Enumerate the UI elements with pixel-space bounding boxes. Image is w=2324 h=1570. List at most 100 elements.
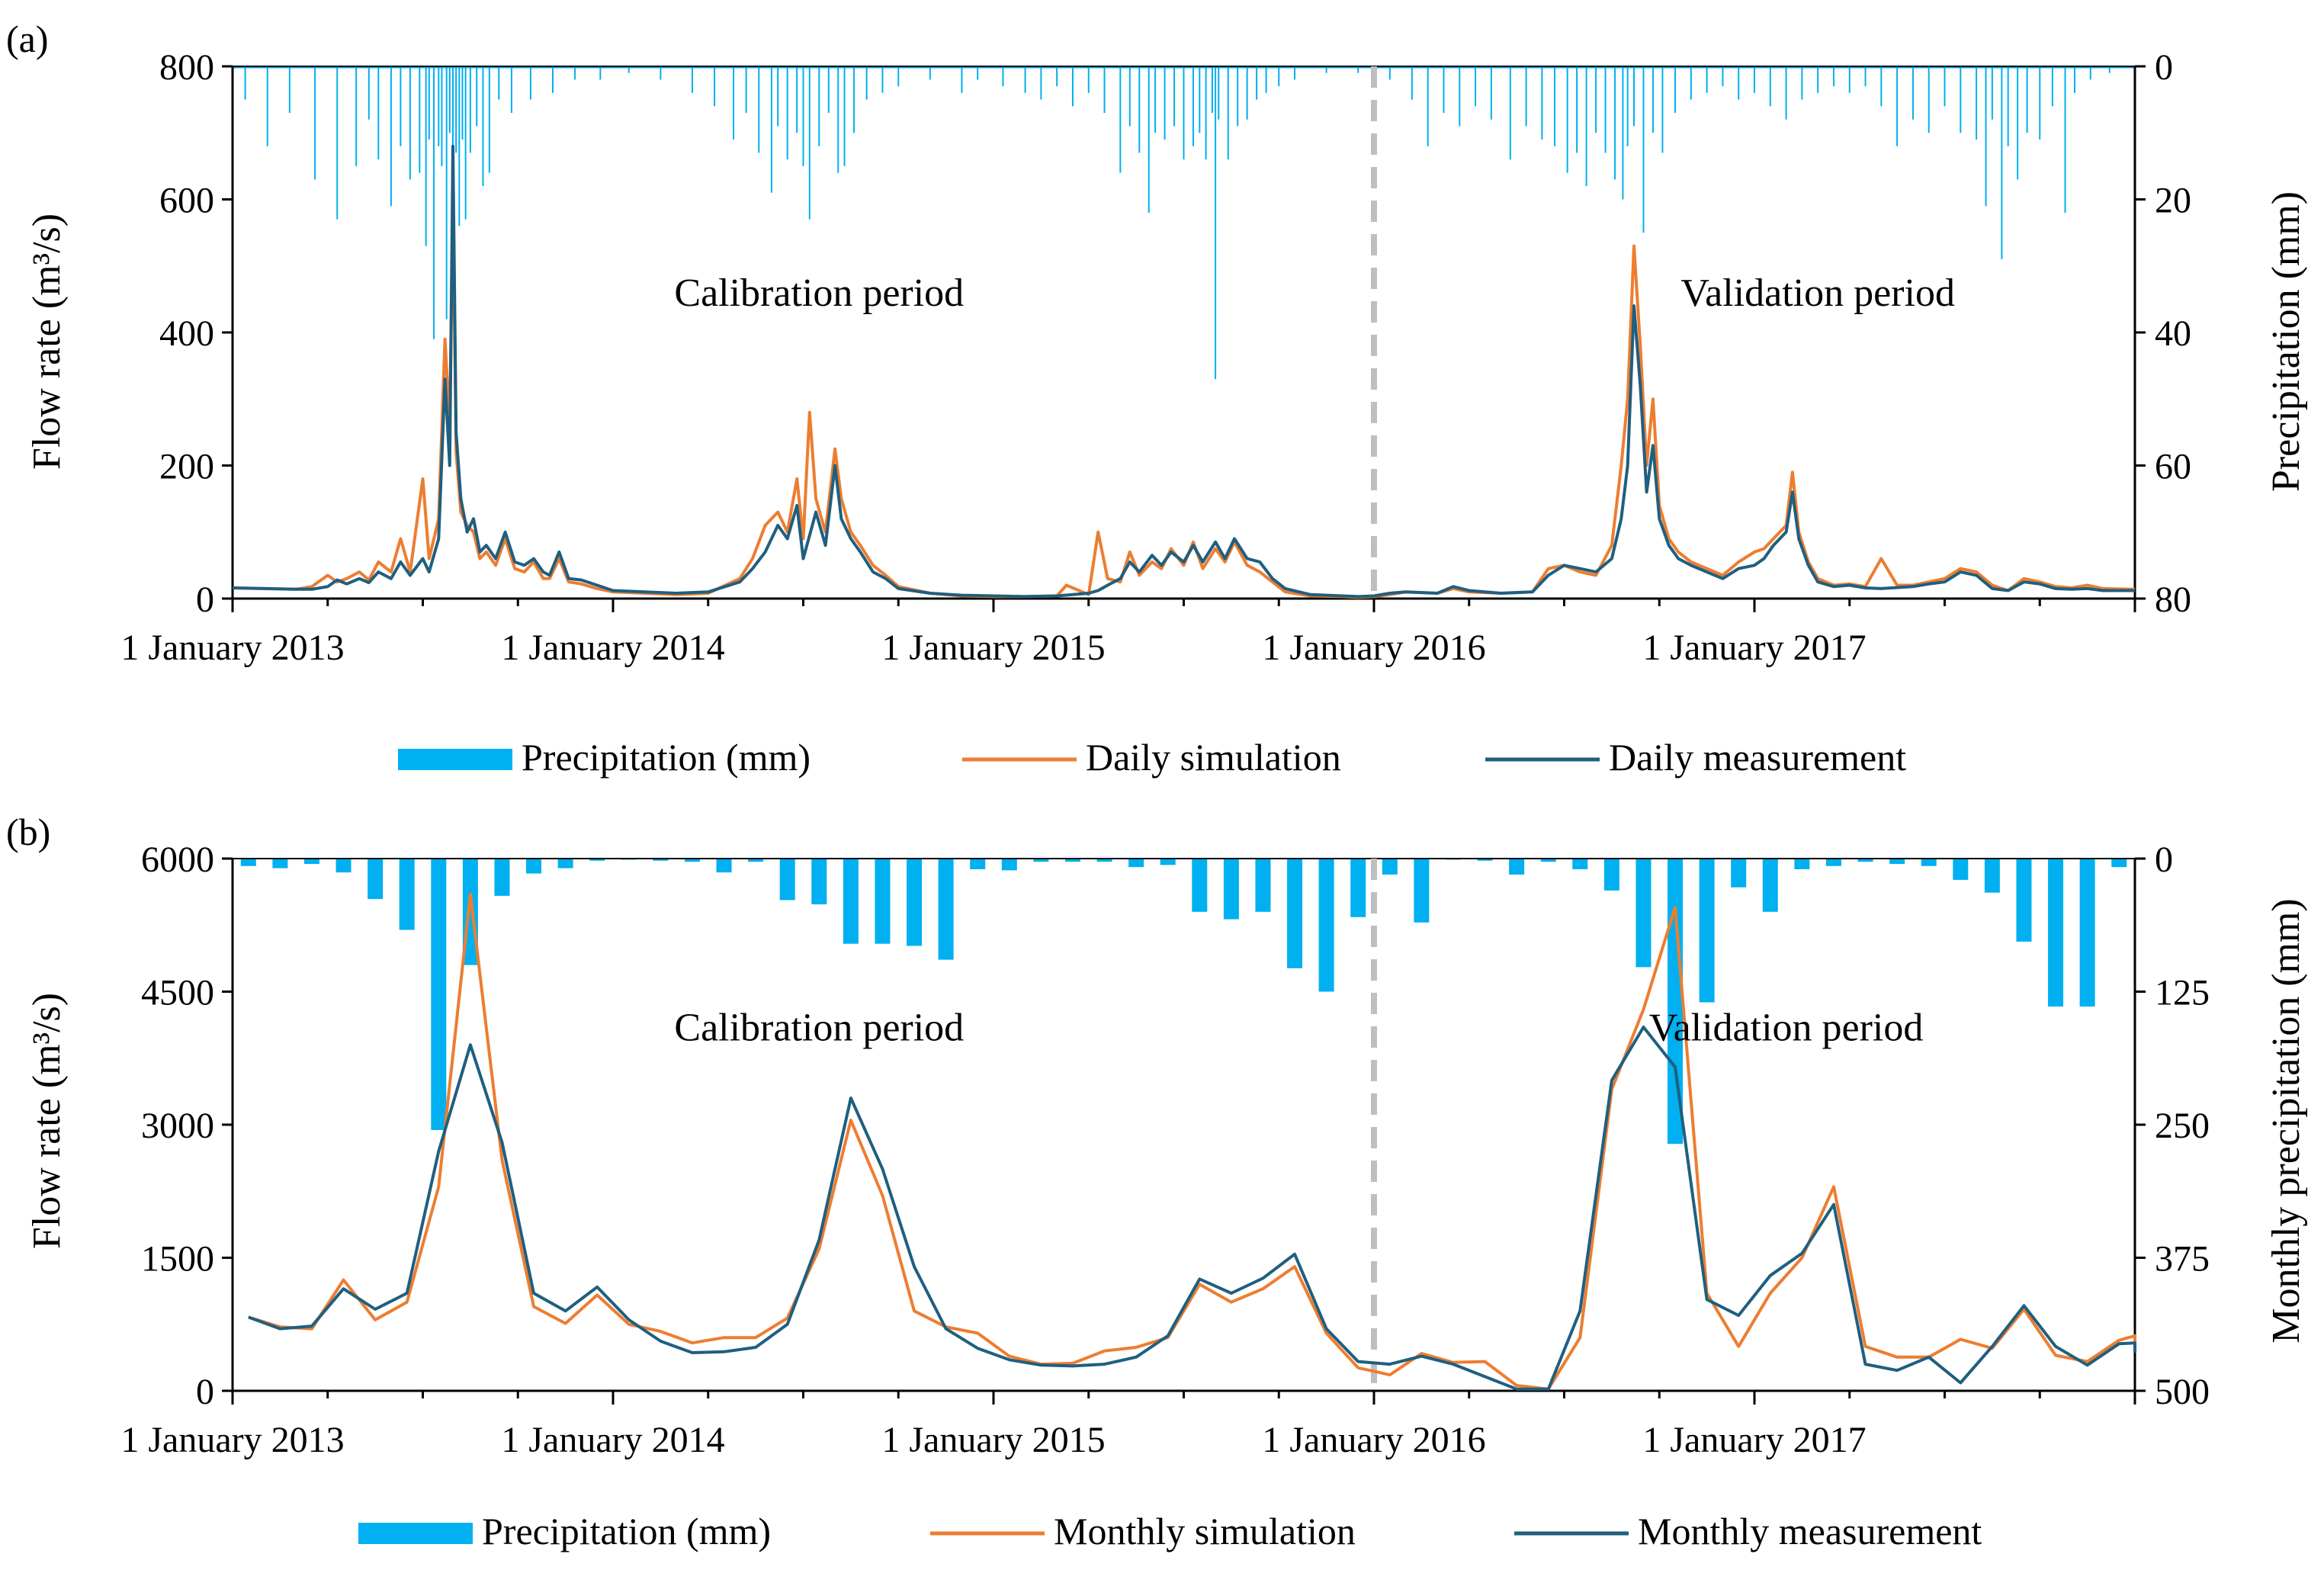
x-tick-label-1: 1 January 2014	[501, 1420, 724, 1460]
precip-bar-6	[431, 859, 447, 1130]
precip-bar-53	[1921, 859, 1937, 866]
y2-tick-label-3: 60	[2155, 447, 2191, 487]
panel-a-y2-axis-title: Precipitation (mm)	[2265, 191, 2308, 492]
precip-bar-0	[240, 859, 256, 866]
precip-bar-11	[589, 859, 605, 861]
precip-bar-18	[811, 859, 827, 905]
x-tick-label-3: 1 January 2016	[1262, 1420, 1485, 1460]
precip-bar-43	[1603, 859, 1619, 891]
precip-bar-5	[399, 859, 415, 930]
precip-bar-30	[1192, 859, 1208, 912]
y-tick-label-3: 4500	[141, 973, 214, 1013]
panel-b-series	[248, 892, 2136, 1391]
y2-tick-label-4: 80	[2155, 580, 2191, 620]
precip-bar-40	[1509, 859, 1525, 875]
precip-bar-10	[557, 859, 573, 868]
precip-bar-45	[1668, 859, 1684, 1145]
precip-bar-26	[1064, 859, 1080, 862]
precip-bar-36	[1382, 859, 1398, 875]
y-tick-label-2: 3000	[141, 1106, 214, 1146]
precip-bar-8	[494, 859, 510, 896]
panel-a-calibration-annotation: Calibration period	[674, 271, 964, 315]
measurement-series-line	[248, 1026, 2136, 1391]
precip-bar-14	[684, 859, 700, 862]
panel-a-label: (a)	[6, 18, 49, 60]
x-tick-label-3: 1 January 2016	[1262, 628, 1485, 668]
precip-bar-54	[1953, 859, 1969, 880]
precip-bar-56	[2016, 859, 2032, 942]
precip-bar-9	[526, 859, 542, 874]
simulation-series-line	[248, 892, 2136, 1391]
precip-bar-1	[272, 859, 288, 868]
x-tick-label-4: 1 January 2017	[1642, 1420, 1866, 1460]
panel-b-y-axis-title: Flow rate (m³/s)	[25, 993, 69, 1249]
panel-a-y-axis-title: Flow rate (m³/s)	[25, 214, 69, 470]
legend-a-meas-label: Daily measurement	[1609, 736, 1906, 779]
y-tick-label-3: 600	[159, 181, 214, 221]
precip-bar-20	[875, 859, 891, 944]
precip-bar-44	[1635, 859, 1652, 968]
legend-a-precip-label: Precipitation (mm)	[522, 736, 811, 779]
y-tick-label-4: 800	[159, 47, 214, 88]
legend-b-sim-label: Monthly simulation	[1054, 1510, 1356, 1552]
precip-bar-52	[1889, 859, 1905, 864]
panel-a-ticks: 0 200 400 600 800 0 20 40 60 80 1 January 2013 1 Ja…	[120, 47, 2191, 668]
panel-b-y2-axis-title: Monthly precipitation (mm)	[2265, 898, 2308, 1343]
legend-a-precip-swatch	[398, 749, 512, 770]
precip-bar-57	[2048, 859, 2064, 1007]
y2-tick-label-2: 40	[2155, 313, 2191, 354]
panel-a-validation-annotation: Validation period	[1680, 271, 1955, 315]
precip-bar-50	[1825, 859, 1841, 866]
precip-bar-28	[1128, 859, 1144, 868]
precip-bar-24	[1001, 859, 1017, 871]
precip-bar-35	[1350, 859, 1366, 917]
panel-b-precipitation-bars	[240, 859, 2127, 1145]
x-tick-label-0: 1 January 2013	[120, 628, 344, 668]
precip-bar-3	[335, 859, 351, 873]
y2-tick-label-3: 375	[2155, 1239, 2210, 1279]
panel-b-validation-annotation: Validation period	[1649, 1006, 1924, 1049]
panel-a-precipitation-bars	[233, 66, 2135, 380]
precip-bar-51	[1857, 859, 1873, 862]
legend-a-sim-label: Daily simulation	[1086, 736, 1341, 779]
precip-bar-59	[2111, 859, 2127, 868]
precip-bar-33	[1287, 859, 1303, 968]
panel-b-label: (b)	[6, 811, 50, 853]
y-tick-label-0: 0	[196, 580, 214, 620]
panel-b-monthly-chart: (b) Flow rate (m³/s) Monthly precipitati…	[6, 811, 2308, 1460]
precip-bar-32	[1255, 859, 1271, 912]
precip-bar-2	[303, 859, 319, 864]
panel-a-daily-chart: (a) Flow rate (m³/s) Precipitation (mm) …	[6, 18, 2308, 668]
x-tick-label-2: 1 January 2015	[881, 628, 1105, 668]
panel-b-ticks: 0 1500 3000 4500 6000 0 125 250 375 500 1 January …	[120, 840, 2210, 1460]
precip-bar-21	[907, 859, 923, 946]
precip-bar-23	[970, 859, 986, 869]
precip-bar-16	[748, 859, 764, 862]
panel-b-legend: Precipitation (mm) Monthly simulation Mo…	[358, 1510, 1982, 1552]
precip-bar-19	[843, 859, 859, 944]
precip-bar-41	[1540, 859, 1556, 862]
y2-tick-label-0: 0	[2155, 840, 2173, 880]
y2-tick-label-1: 20	[2155, 181, 2191, 221]
panel-b-calibration-annotation: Calibration period	[674, 1006, 964, 1049]
y-tick-label-2: 400	[159, 313, 214, 354]
precip-bar-4	[368, 859, 384, 900]
precip-bar-49	[1794, 859, 1810, 869]
precip-bar-31	[1223, 859, 1239, 920]
precip-bar-46	[1699, 859, 1715, 1003]
panel-a-legend: Precipitation (mm) Daily simulation Dail…	[398, 736, 1906, 779]
x-tick-label-2: 1 January 2015	[881, 1420, 1105, 1460]
precip-bar-15	[716, 859, 732, 873]
y-tick-label-1: 200	[159, 447, 214, 487]
y2-tick-label-2: 250	[2155, 1106, 2210, 1146]
precip-bar-22	[938, 859, 954, 960]
y-tick-label-0: 0	[196, 1372, 214, 1412]
x-tick-label-4: 1 January 2017	[1642, 628, 1866, 668]
legend-b-precip-swatch	[358, 1523, 473, 1544]
precip-bar-48	[1762, 859, 1778, 912]
simulation-series-line	[232, 197, 2136, 599]
y-tick-label-1: 1500	[141, 1239, 214, 1279]
y2-tick-label-0: 0	[2155, 47, 2173, 88]
precip-bar-47	[1731, 859, 1747, 888]
